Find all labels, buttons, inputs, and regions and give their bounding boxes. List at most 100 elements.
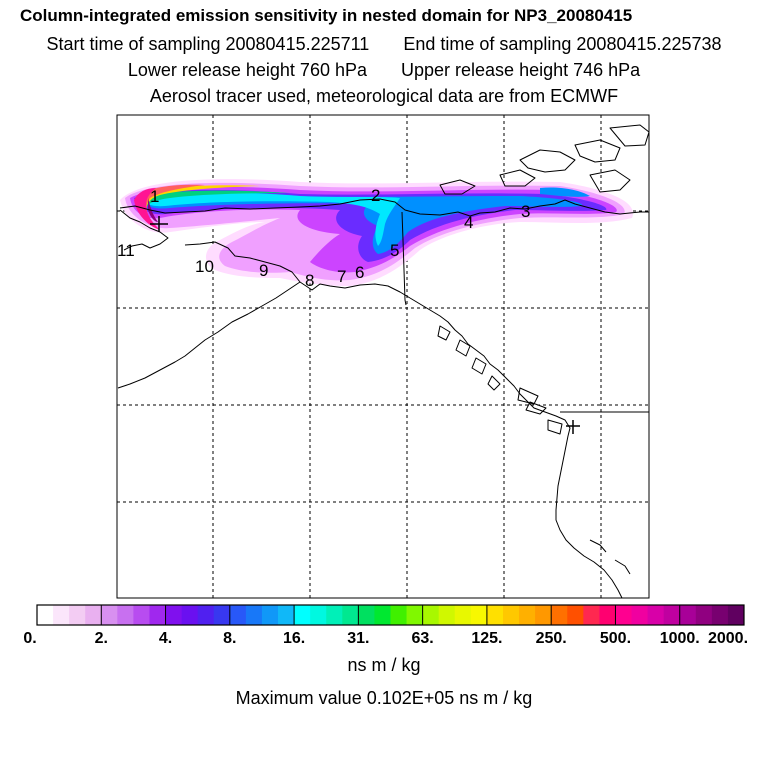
- color-scale-tick-label: 2.: [94, 630, 108, 647]
- inside-passage-coast: [409, 297, 623, 598]
- start-time-label: Start time of sampling 20080415.225711: [46, 34, 370, 54]
- color-scale-tick-label: 8.: [223, 630, 237, 647]
- alaska-west-coast: [119, 209, 169, 251]
- color-scale-segment: [502, 605, 520, 625]
- color-scale-border: [36, 604, 745, 626]
- color-scale-segment: [213, 605, 231, 625]
- color-scale-tick-label: 125.: [471, 630, 503, 647]
- color-scale-segment: [133, 605, 150, 625]
- plume-layer-yellow: [142, 185, 260, 212]
- trajectory-label-1: 1: [150, 187, 159, 206]
- trajectory-label-5: 5: [390, 241, 399, 260]
- map-frame-border: [116, 114, 650, 599]
- color-scale-segment: [342, 605, 359, 625]
- color-scale-segment: [567, 605, 584, 625]
- color-scale-segment: [519, 605, 536, 625]
- color-scale-segment: [53, 605, 70, 625]
- color-scale-tick-label: 250.: [535, 630, 567, 647]
- tracer-info-line: Aerosol tracer used, meteorological data…: [149, 86, 619, 106]
- trajectory-labels: 1 2 3 4 5 6 7 8 9 10 11: [117, 186, 530, 290]
- plume-layer-green: [141, 190, 290, 210]
- color-scale-segment: [261, 605, 279, 625]
- color-scale-bar: [37, 605, 745, 625]
- release-height-line: Lower release height 760 hPa Upper releas…: [0, 60, 768, 81]
- color-scale-segment: [374, 605, 391, 625]
- color-scale-segment: [631, 605, 648, 625]
- map-title: Column-integrated emission sensitivity i…: [20, 6, 633, 25]
- alaska-canada-border: [401, 211, 407, 306]
- trajectory-label-2: 2: [371, 186, 380, 205]
- color-scale-segment: [117, 605, 134, 625]
- color-scale-tick-label: 2000.: [707, 630, 749, 647]
- color-scale-segment: [551, 605, 568, 625]
- color-scale-segment: [663, 605, 681, 625]
- color-scale-segment: [727, 605, 745, 625]
- arctic-coast: [119, 198, 649, 217]
- color-scale-segment: [310, 605, 327, 625]
- emission-sensitivity-plume: [120, 179, 634, 286]
- color-scale-segment: [711, 605, 729, 625]
- lower-release-height-label: Lower release height 760 hPa: [127, 60, 367, 80]
- color-scale-segment: [583, 605, 600, 625]
- coastal-islands: [437, 325, 563, 435]
- plume-layer-red: [137, 184, 205, 222]
- plume-layer-hot-pink: [134, 188, 160, 230]
- trajectory-label-9: 9: [259, 261, 268, 280]
- color-scale-tick-label: 1000.: [659, 630, 700, 647]
- color-scale-segment: [165, 605, 183, 625]
- color-scale-units: ns m / kg: [347, 655, 421, 675]
- color-scale-segment: [647, 605, 665, 625]
- trajectory-label-11: 11: [117, 241, 135, 260]
- plume-layer-blue: [138, 191, 583, 254]
- color-scale-tick-label: 16.: [282, 630, 306, 647]
- end-time-label: End time of sampling 20080415.225738: [403, 34, 722, 54]
- color-scale-tick-label: 4.: [158, 630, 173, 647]
- plume-east-lobe: [540, 187, 590, 197]
- color-scale-segment: [422, 605, 440, 625]
- color-scale-tick-label: 500.: [599, 630, 632, 647]
- color-scale-segment: [181, 605, 199, 625]
- receptor-marker: [566, 420, 580, 434]
- color-scale-segment: [149, 605, 166, 625]
- color-scale-tick-label: 0.: [23, 630, 37, 647]
- alaska-peninsula: [117, 281, 301, 389]
- color-scale-tick-labels: 0. 2. 4. 8. 16. 31. 63. 125. 250. 500. 1000. 2000.: [0, 630, 768, 652]
- color-scale-segment: [197, 605, 215, 625]
- color-scale-tick-label: 63.: [411, 630, 434, 647]
- color-scale-segment: [406, 605, 424, 625]
- color-scale-segment: [679, 605, 697, 625]
- lakes-and-rivers: [589, 539, 631, 575]
- sampling-time-line: Start time of sampling 20080415.225711 En…: [0, 34, 768, 55]
- color-scale-segment: [101, 605, 118, 625]
- trajectory-label-3: 3: [521, 202, 530, 221]
- color-scale-segment: [69, 605, 86, 625]
- trajectory-label-10: 10: [195, 257, 214, 276]
- color-scale-segment: [599, 605, 616, 625]
- color-scale-segment: [535, 605, 552, 625]
- color-scale-segment: [470, 605, 488, 625]
- maximum-value-label: Maximum value 0.102E+05 ns m / kg: [235, 688, 533, 708]
- color-scale-segment: [85, 605, 102, 625]
- trajectory-label-4: 4: [464, 213, 473, 232]
- color-scale-segment: [390, 605, 407, 625]
- color-scale-segment: [486, 605, 504, 625]
- trajectory-label-8: 8: [305, 271, 314, 290]
- color-scale-segment: [229, 605, 247, 625]
- color-scale-segment: [438, 605, 456, 625]
- color-scale-segment: [358, 605, 375, 625]
- upper-release-height-label: Upper release height 746 hPa: [401, 60, 641, 80]
- color-scale-segment: [294, 605, 311, 625]
- color-scale-segment: [326, 605, 343, 625]
- trajectory-label-7: 7: [337, 267, 346, 286]
- color-scale-segment: [615, 605, 632, 625]
- color-scale-segment: [454, 605, 472, 625]
- release-point-marker: [150, 216, 168, 232]
- color-scale-segment: [695, 605, 713, 625]
- trajectory-label-6: 6: [355, 263, 364, 282]
- color-scale-segment: [37, 605, 54, 625]
- color-scale-tick-label: 31.: [347, 630, 370, 647]
- arctic-islands: [439, 124, 649, 195]
- color-scale-segment: [278, 605, 295, 625]
- color-scale-segment: [245, 605, 263, 625]
